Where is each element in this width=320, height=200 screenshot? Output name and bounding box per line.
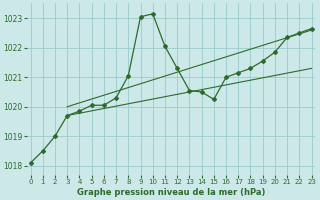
X-axis label: Graphe pression niveau de la mer (hPa): Graphe pression niveau de la mer (hPa): [77, 188, 265, 197]
